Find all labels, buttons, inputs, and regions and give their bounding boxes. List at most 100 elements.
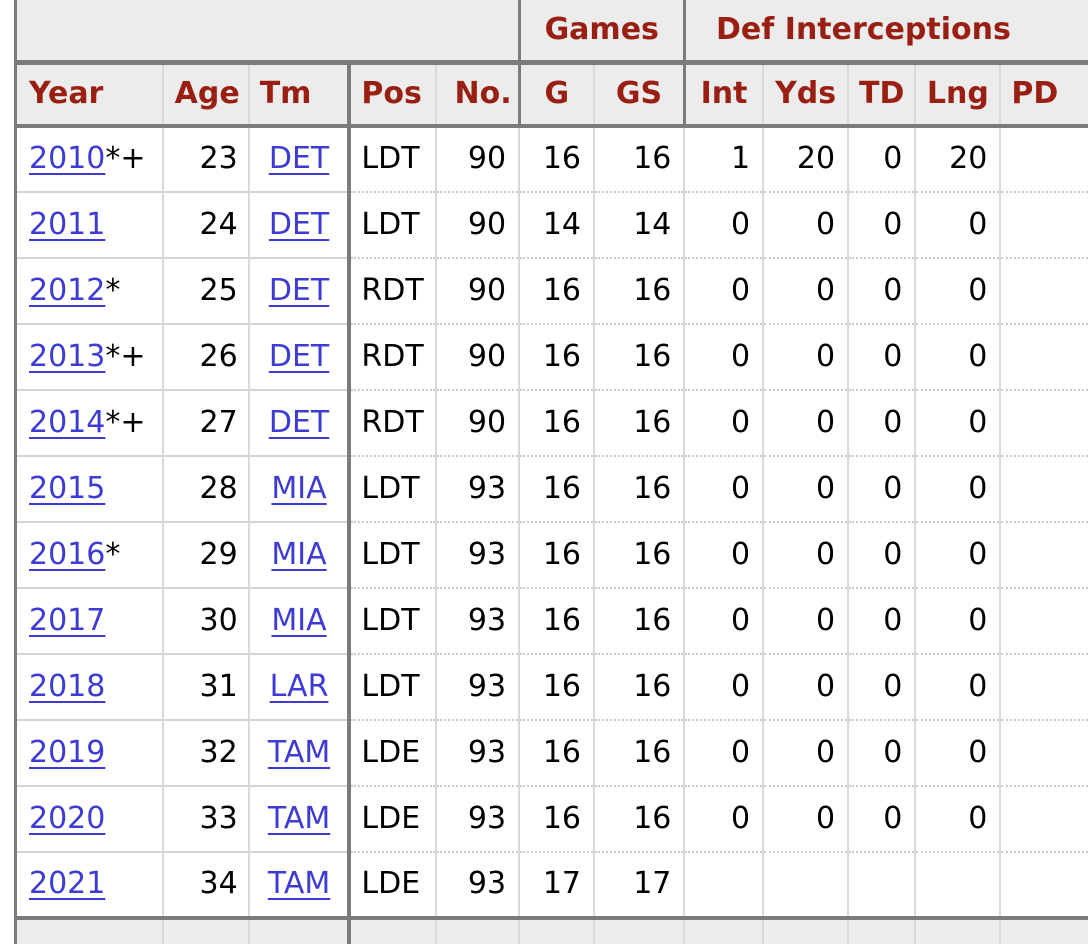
cell-pos: LDT — [347, 521, 437, 588]
team-link[interactable]: DET — [268, 272, 330, 308]
year-link[interactable]: 2017 — [29, 602, 106, 638]
cell-pd — [999, 125, 1088, 192]
team-link[interactable]: MIA — [271, 536, 327, 572]
cell-lng: 0 — [914, 719, 1001, 786]
cell-lng: 0 — [914, 323, 1001, 390]
cell-g: 17 — [518, 851, 595, 918]
cell-no: 90 — [435, 191, 520, 258]
column-header-no[interactable]: No. — [435, 62, 520, 128]
cell-g: 16 — [518, 455, 595, 522]
cell-yds: 0 — [762, 257, 849, 324]
column-header-row: Year Age Tm Pos No. G GS Int Yds TD Lng PD — [15, 62, 1088, 128]
column-header-gs[interactable]: GS — [593, 62, 685, 128]
cell-td: 0 — [847, 191, 916, 258]
cell-yds: 0 — [762, 653, 849, 720]
team-link[interactable]: DET — [268, 404, 330, 440]
cell-td: 0 — [847, 257, 916, 324]
cell-td: 0 — [847, 389, 916, 456]
cell-td — [847, 851, 916, 918]
team-link[interactable]: MIA — [271, 470, 327, 506]
cell-gs: 16 — [593, 785, 685, 852]
column-header-yds[interactable]: Yds — [762, 62, 849, 128]
cell-year: 2017 — [15, 587, 164, 654]
cell-pd — [999, 257, 1088, 324]
cell-int — [683, 851, 764, 918]
cell-pos: LDE — [347, 851, 437, 918]
column-header-td[interactable]: TD — [847, 62, 916, 128]
team-link[interactable]: LAR — [269, 668, 329, 704]
year-link[interactable]: 2019 — [29, 734, 106, 770]
stats-body: 2010*+ 23 DET LDT 90 16 16 1 20 0 20 2011 24 DET LDT 90… — [15, 125, 1088, 918]
cell-tm: MIA — [247, 587, 350, 654]
cell-td: 0 — [847, 719, 916, 786]
year-link[interactable]: 2016 — [29, 536, 106, 572]
year-link[interactable]: 2015 — [29, 470, 106, 506]
cell-gs: 16 — [593, 125, 685, 192]
cell-td: 0 — [847, 125, 916, 192]
cell-lng: 0 — [914, 455, 1001, 522]
cell-age: 26 — [162, 323, 249, 390]
cell-int: 0 — [683, 521, 764, 588]
cell-yds: 0 — [762, 323, 849, 390]
stats-row-2010: 2010*+ 23 DET LDT 90 16 16 1 20 0 20 — [15, 125, 1088, 192]
cell-gs: 16 — [593, 389, 685, 456]
team-link[interactable]: TAM — [267, 734, 331, 770]
year-link[interactable]: 2011 — [29, 206, 106, 242]
cell-no: 93 — [435, 851, 520, 918]
group-header-row: Games Def Interceptions — [15, 0, 1088, 65]
cell-pos: RDT — [347, 389, 437, 456]
cell-pos: LDT — [347, 191, 437, 258]
cell-g: 16 — [518, 785, 595, 852]
team-link[interactable]: DET — [268, 141, 330, 177]
team-link[interactable]: DET — [268, 338, 330, 374]
cell-lng — [914, 851, 1001, 918]
group-header-blank — [15, 0, 520, 65]
team-link[interactable]: MIA — [271, 602, 327, 638]
cell-int: 1 — [683, 125, 764, 192]
cell-age: 29 — [162, 521, 249, 588]
summary-cell-age — [162, 916, 249, 944]
column-header-pd[interactable]: PD — [999, 62, 1088, 128]
cell-td: 0 — [847, 587, 916, 654]
year-suffix: *+ — [105, 141, 146, 177]
column-header-lng[interactable]: Lng — [914, 62, 1001, 128]
group-header-games: Games — [517, 0, 685, 65]
cell-lng: 0 — [914, 191, 1001, 258]
cell-gs: 16 — [593, 587, 685, 654]
year-link[interactable]: 2012 — [29, 272, 106, 308]
column-header-year[interactable]: Year — [15, 62, 164, 128]
column-header-g[interactable]: G — [517, 62, 595, 128]
cell-gs: 16 — [593, 323, 685, 390]
cell-year: 2016* — [15, 521, 164, 588]
column-header-age[interactable]: Age — [162, 62, 249, 128]
cell-pos: RDT — [347, 323, 437, 390]
year-link[interactable]: 2010 — [29, 141, 106, 177]
year-link[interactable]: 2021 — [29, 866, 106, 902]
cell-no: 90 — [435, 257, 520, 324]
cell-int: 0 — [683, 719, 764, 786]
cell-g: 16 — [518, 653, 595, 720]
cell-age: 33 — [162, 785, 249, 852]
year-link[interactable]: 2018 — [29, 668, 106, 704]
year-link[interactable]: 2014 — [29, 404, 106, 440]
stats-row-2012: 2012* 25 DET RDT 90 16 16 0 0 0 0 — [15, 257, 1088, 324]
stats-row-2014: 2014*+ 27 DET RDT 90 16 16 0 0 0 0 — [15, 389, 1088, 456]
cell-no: 90 — [435, 125, 520, 192]
cell-g: 16 — [518, 719, 595, 786]
cell-yds: 0 — [762, 455, 849, 522]
year-link[interactable]: 2020 — [29, 800, 106, 836]
team-link[interactable]: TAM — [267, 866, 331, 902]
team-link[interactable]: DET — [268, 206, 330, 242]
cell-no: 93 — [435, 719, 520, 786]
column-header-tm[interactable]: Tm — [247, 62, 350, 128]
year-link[interactable]: 2013 — [29, 338, 106, 374]
summary-cell-pd — [999, 916, 1088, 944]
cell-year: 2018 — [15, 653, 164, 720]
stats-row-2011: 2011 24 DET LDT 90 14 14 0 0 0 0 — [15, 191, 1088, 258]
cell-pd — [999, 191, 1088, 258]
team-link[interactable]: TAM — [267, 800, 331, 836]
cell-no: 93 — [435, 587, 520, 654]
summary-cell-g — [518, 916, 595, 944]
column-header-int[interactable]: Int — [682, 62, 764, 128]
column-header-pos[interactable]: Pos — [347, 62, 437, 128]
